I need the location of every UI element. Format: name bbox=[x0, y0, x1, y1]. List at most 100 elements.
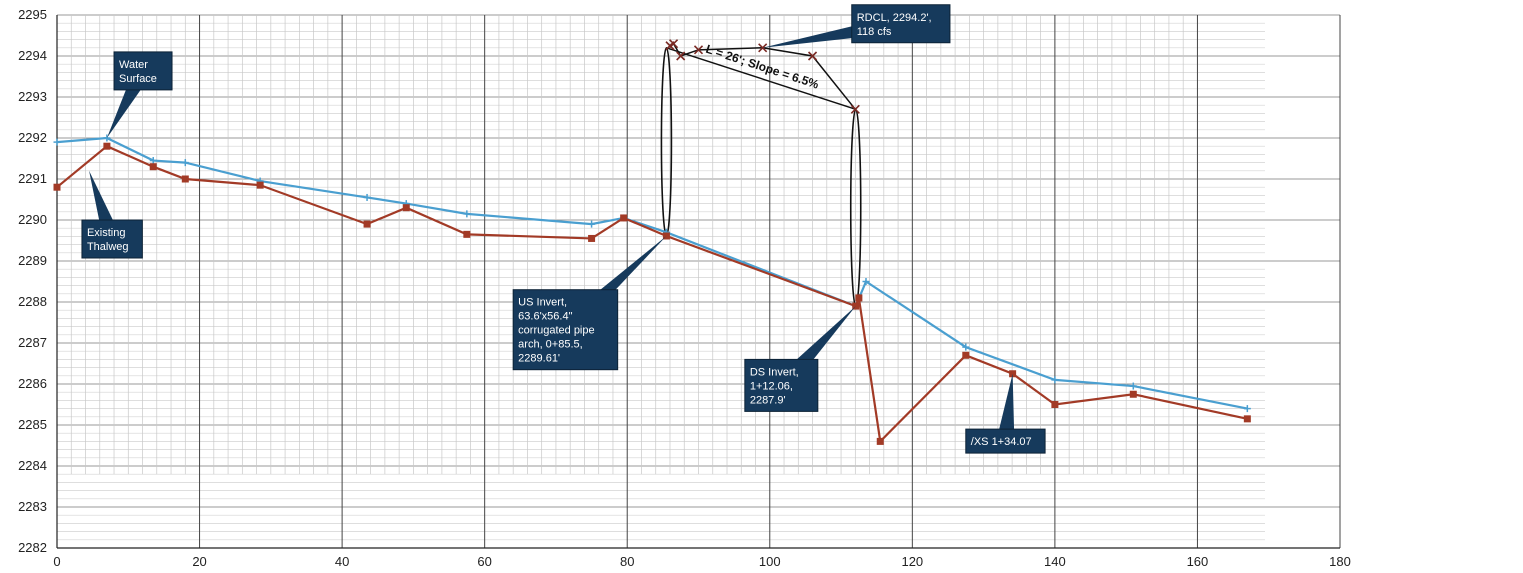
callout-box bbox=[113, 51, 173, 91]
y-tick-label: 2285 bbox=[18, 417, 47, 432]
callout-text: 63.6'x56.4" bbox=[518, 311, 572, 323]
data-point bbox=[807, 51, 818, 61]
callout-text: corrugated pipe bbox=[518, 325, 594, 337]
callout-5: /XS 1+34.07 bbox=[965, 373, 1046, 454]
x-tick-label: 100 bbox=[759, 554, 781, 569]
callout-text: 1+12.06, bbox=[750, 380, 793, 392]
y-tick-label: 2284 bbox=[18, 458, 47, 473]
y-tick-label: 2289 bbox=[18, 253, 47, 268]
series-2 bbox=[665, 39, 860, 114]
data-point bbox=[676, 51, 686, 61]
data-point-b bbox=[693, 45, 704, 55]
data-point bbox=[588, 234, 596, 242]
data-point bbox=[588, 220, 596, 228]
data-point bbox=[463, 210, 471, 218]
callout-3: DS Invert, 1+12.06, 2287.9' bbox=[744, 306, 856, 412]
slope-label: L = 26'; Slope = 6.5% bbox=[704, 42, 821, 92]
data-point bbox=[256, 181, 264, 189]
data-point bbox=[1129, 382, 1137, 390]
y-tick-label: 2294 bbox=[18, 48, 47, 63]
data-point bbox=[620, 214, 628, 222]
culvert-outline bbox=[660, 47, 862, 307]
data-point bbox=[463, 230, 471, 238]
data-point bbox=[876, 437, 884, 445]
data-point bbox=[363, 220, 371, 228]
callout-text: US Invert, bbox=[518, 297, 567, 309]
data-point bbox=[149, 163, 157, 171]
y-tick-label: 2295 bbox=[18, 7, 47, 22]
y-tick-label: 2290 bbox=[18, 212, 47, 227]
callout-0: Water Surface bbox=[106, 51, 173, 138]
data-point bbox=[53, 138, 61, 146]
callouts: Water Surface Existing Thalweg US Invert, 63.… bbox=[81, 4, 1046, 454]
data-point-b bbox=[807, 51, 818, 61]
data-point bbox=[363, 193, 371, 201]
y-tick-label: 2283 bbox=[18, 499, 47, 514]
callout-text: Thalweg bbox=[87, 241, 129, 253]
callout-box bbox=[744, 358, 819, 412]
data-point bbox=[53, 183, 61, 191]
y-tick-label: 2292 bbox=[18, 130, 47, 145]
x-tick-label: 40 bbox=[335, 554, 349, 569]
data-point bbox=[693, 45, 704, 55]
data-point bbox=[1051, 376, 1059, 384]
callout-pointer bbox=[996, 373, 1015, 443]
data-point bbox=[402, 204, 410, 212]
data-point bbox=[1243, 405, 1251, 413]
y-tick-label: 2288 bbox=[18, 294, 47, 309]
callout-text: RDCL, 2294.2', bbox=[857, 12, 932, 24]
x-tick-label: 160 bbox=[1187, 554, 1209, 569]
series-layer bbox=[53, 39, 1251, 445]
data-point bbox=[962, 343, 970, 351]
x-tick-label: 60 bbox=[477, 554, 491, 569]
data-point bbox=[850, 104, 860, 114]
x-tick-label: 180 bbox=[1329, 554, 1351, 569]
gridlines bbox=[56, 14, 1341, 549]
x-tick-label: 0 bbox=[53, 554, 60, 569]
callout-text: Water bbox=[119, 59, 148, 71]
callout-text: Surface bbox=[119, 73, 157, 85]
culvert-ds-end bbox=[849, 108, 862, 307]
callout-text: Existing bbox=[87, 227, 126, 239]
x-tick-label: 20 bbox=[192, 554, 206, 569]
y-tick-label: 2286 bbox=[18, 376, 47, 391]
culvert-crown-line bbox=[666, 47, 856, 110]
y-tick-label: 2291 bbox=[18, 171, 47, 186]
data-point bbox=[862, 278, 870, 285]
x-tick-label: 80 bbox=[620, 554, 634, 569]
data-point-b bbox=[668, 39, 679, 49]
callout-box bbox=[851, 4, 951, 44]
axes: 2282 2283 2284 2285 2286 2287 2288 2289 2290 2291… bbox=[18, 7, 1351, 569]
data-point bbox=[1051, 401, 1059, 408]
callout-box bbox=[81, 219, 143, 259]
data-point bbox=[103, 142, 111, 150]
callout-box bbox=[965, 428, 1046, 454]
y-tick-label: 2293 bbox=[18, 89, 47, 104]
callout-box bbox=[512, 289, 619, 371]
data-point bbox=[181, 175, 189, 183]
data-point bbox=[1129, 390, 1137, 398]
series-0 bbox=[53, 134, 1251, 413]
callout-text: arch, 0+85.5, bbox=[518, 339, 583, 351]
callout-4: RDCL, 2294.2', 118 cfs bbox=[762, 4, 951, 48]
data-point bbox=[668, 39, 679, 49]
data-point bbox=[181, 159, 189, 167]
y-tick-label: 2287 bbox=[18, 335, 47, 350]
callout-2: US Invert, 63.6'x56.4" corrugated pipe arch… bbox=[512, 235, 667, 371]
callout-1: Existing Thalweg bbox=[81, 170, 143, 259]
data-point bbox=[1243, 415, 1251, 423]
x-tick-label: 120 bbox=[901, 554, 923, 569]
y-tick-label: 2282 bbox=[18, 540, 47, 555]
callout-text: 118 cfs bbox=[857, 26, 892, 38]
callout-text: /XS 1+34.07 bbox=[971, 436, 1032, 448]
callout-text: DS Invert, bbox=[750, 366, 799, 378]
callout-text: 2289.61' bbox=[518, 353, 560, 365]
callout-text: 2287.9' bbox=[750, 394, 786, 406]
data-point bbox=[962, 351, 970, 359]
data-point-b bbox=[850, 104, 860, 114]
data-point-b bbox=[676, 51, 686, 61]
x-tick-label: 140 bbox=[1044, 554, 1066, 569]
data-point bbox=[855, 294, 863, 302]
data-point bbox=[149, 157, 157, 165]
